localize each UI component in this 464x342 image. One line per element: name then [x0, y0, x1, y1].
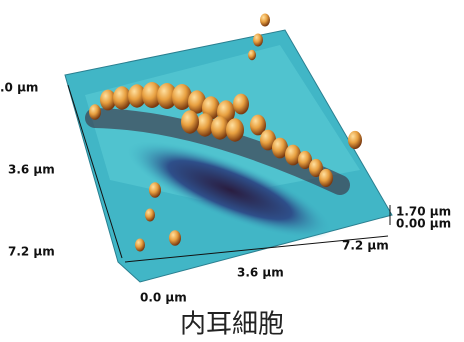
- left-axis-label: 7.2 µm: [8, 245, 55, 259]
- bump: [233, 94, 249, 115]
- bump: [248, 50, 256, 60]
- caption: 内耳細胞: [180, 310, 284, 340]
- bump: [253, 34, 263, 47]
- bottom-axis-label: 3.6 µm: [237, 266, 284, 280]
- bump: [319, 169, 333, 187]
- left-axis-label: .0 µm: [0, 81, 38, 95]
- bottom-axis-label: 7.2 µm: [342, 239, 389, 253]
- bump: [196, 113, 214, 136]
- bottom-axis-label: 0.0 µm: [140, 291, 187, 305]
- bump: [226, 118, 244, 141]
- bump: [135, 239, 145, 252]
- bump: [149, 182, 161, 198]
- left-axis-label: 3.6 µm: [8, 163, 55, 177]
- bump: [181, 110, 199, 133]
- afm-image: .0 µm 3.6 µm 7.2 µm 7.2 µm 3.6 µm 0.0 µm…: [0, 0, 464, 342]
- bump: [260, 14, 270, 27]
- bump: [348, 131, 362, 149]
- height-scale-label: 0.00 µm: [396, 217, 451, 231]
- bump: [169, 230, 181, 246]
- bump: [145, 209, 155, 222]
- bump: [89, 104, 101, 120]
